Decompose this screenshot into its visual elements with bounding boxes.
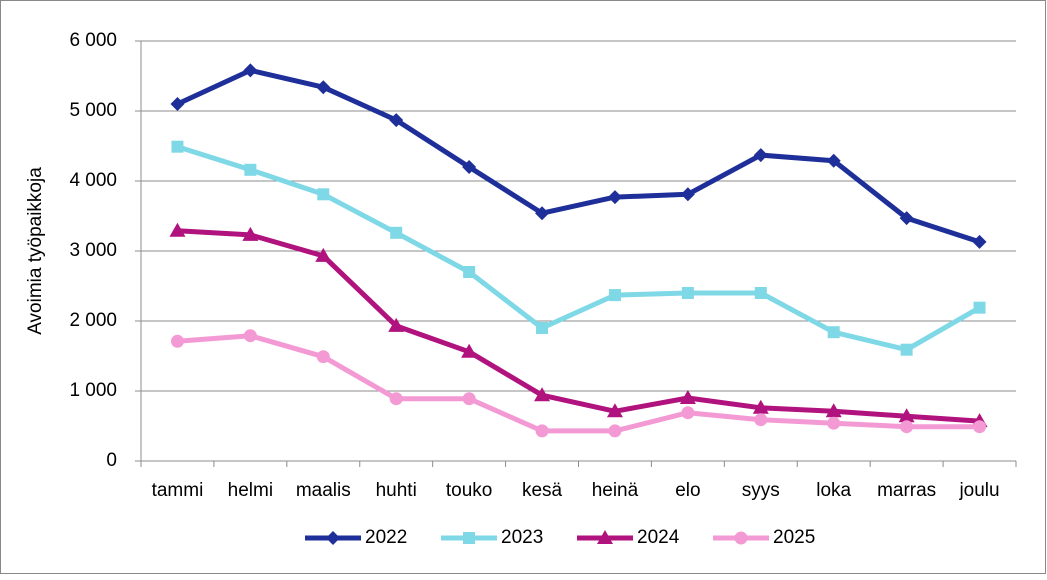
x-tick-label: elo (675, 480, 700, 501)
marker (608, 424, 622, 438)
y-axis-label: Avoimia työpaikkoja (25, 167, 46, 335)
y-tick-label: 5 000 (69, 100, 117, 121)
legend-marker (463, 532, 475, 544)
y-tick-label: 3 000 (69, 240, 117, 261)
marker (462, 392, 476, 406)
marker (681, 287, 694, 299)
y-tick-label: 0 (106, 450, 117, 471)
marker (972, 234, 987, 249)
marker (753, 148, 768, 163)
marker (900, 420, 914, 434)
marker (973, 420, 987, 434)
marker (608, 289, 621, 302)
marker (898, 408, 915, 423)
legend-marker (597, 530, 613, 544)
legend-label: 2022 (365, 527, 407, 548)
marker (607, 190, 622, 205)
marker (390, 226, 403, 239)
x-tick-label: kesä (522, 480, 563, 501)
marker (316, 80, 331, 95)
x-tick-label: marras (877, 480, 936, 501)
marker (243, 329, 257, 343)
legend-label: 2024 (637, 527, 680, 548)
x-tick-label: loka (816, 480, 851, 501)
x-tick-label: heinä (592, 480, 639, 501)
x-tick-label: tammi (152, 480, 204, 501)
series-line (177, 333, 980, 434)
legend-label: 2023 (501, 527, 543, 548)
y-tick-label: 2 000 (69, 310, 117, 331)
marker (827, 416, 841, 430)
legend-marker (734, 531, 748, 545)
marker (899, 211, 914, 226)
x-tick-label: maalis (296, 480, 351, 501)
marker (536, 322, 549, 334)
marker (754, 287, 767, 299)
marker (680, 187, 695, 202)
marker (389, 392, 403, 406)
legend-label: 2025 (773, 527, 815, 548)
marker (463, 266, 476, 278)
marker (681, 406, 695, 420)
marker (973, 301, 986, 314)
legend-marker (326, 531, 340, 545)
marker (534, 387, 551, 402)
marker (244, 163, 257, 176)
marker (826, 153, 841, 168)
marker (389, 113, 404, 128)
series-line (176, 144, 981, 353)
marker (317, 188, 330, 201)
marker (315, 247, 332, 262)
y-tick-label: 6 000 (69, 30, 117, 51)
marker (388, 317, 405, 332)
marker (679, 390, 696, 404)
marker (827, 326, 840, 339)
marker (171, 140, 184, 153)
marker (169, 222, 186, 237)
marker (752, 399, 769, 414)
x-tick-label: joulu (958, 480, 999, 501)
series-line (176, 67, 981, 245)
marker (170, 97, 185, 111)
marker (243, 63, 258, 78)
marker (535, 206, 550, 221)
marker (754, 413, 768, 427)
x-tick-label: touko (446, 480, 492, 501)
marker (900, 343, 913, 356)
marker (461, 343, 478, 358)
x-tick-label: helmi (228, 480, 273, 501)
y-tick-label: 4 000 (69, 170, 117, 191)
marker (242, 226, 259, 241)
marker (825, 403, 842, 418)
marker (535, 424, 549, 438)
marker (606, 403, 623, 418)
x-tick-label: huhti (376, 480, 417, 501)
marker (170, 334, 184, 348)
marker (462, 160, 477, 174)
marker (316, 350, 330, 364)
series-line (177, 228, 980, 424)
x-tick-label: syys (742, 480, 780, 501)
y-tick-label: 1 000 (69, 380, 117, 401)
